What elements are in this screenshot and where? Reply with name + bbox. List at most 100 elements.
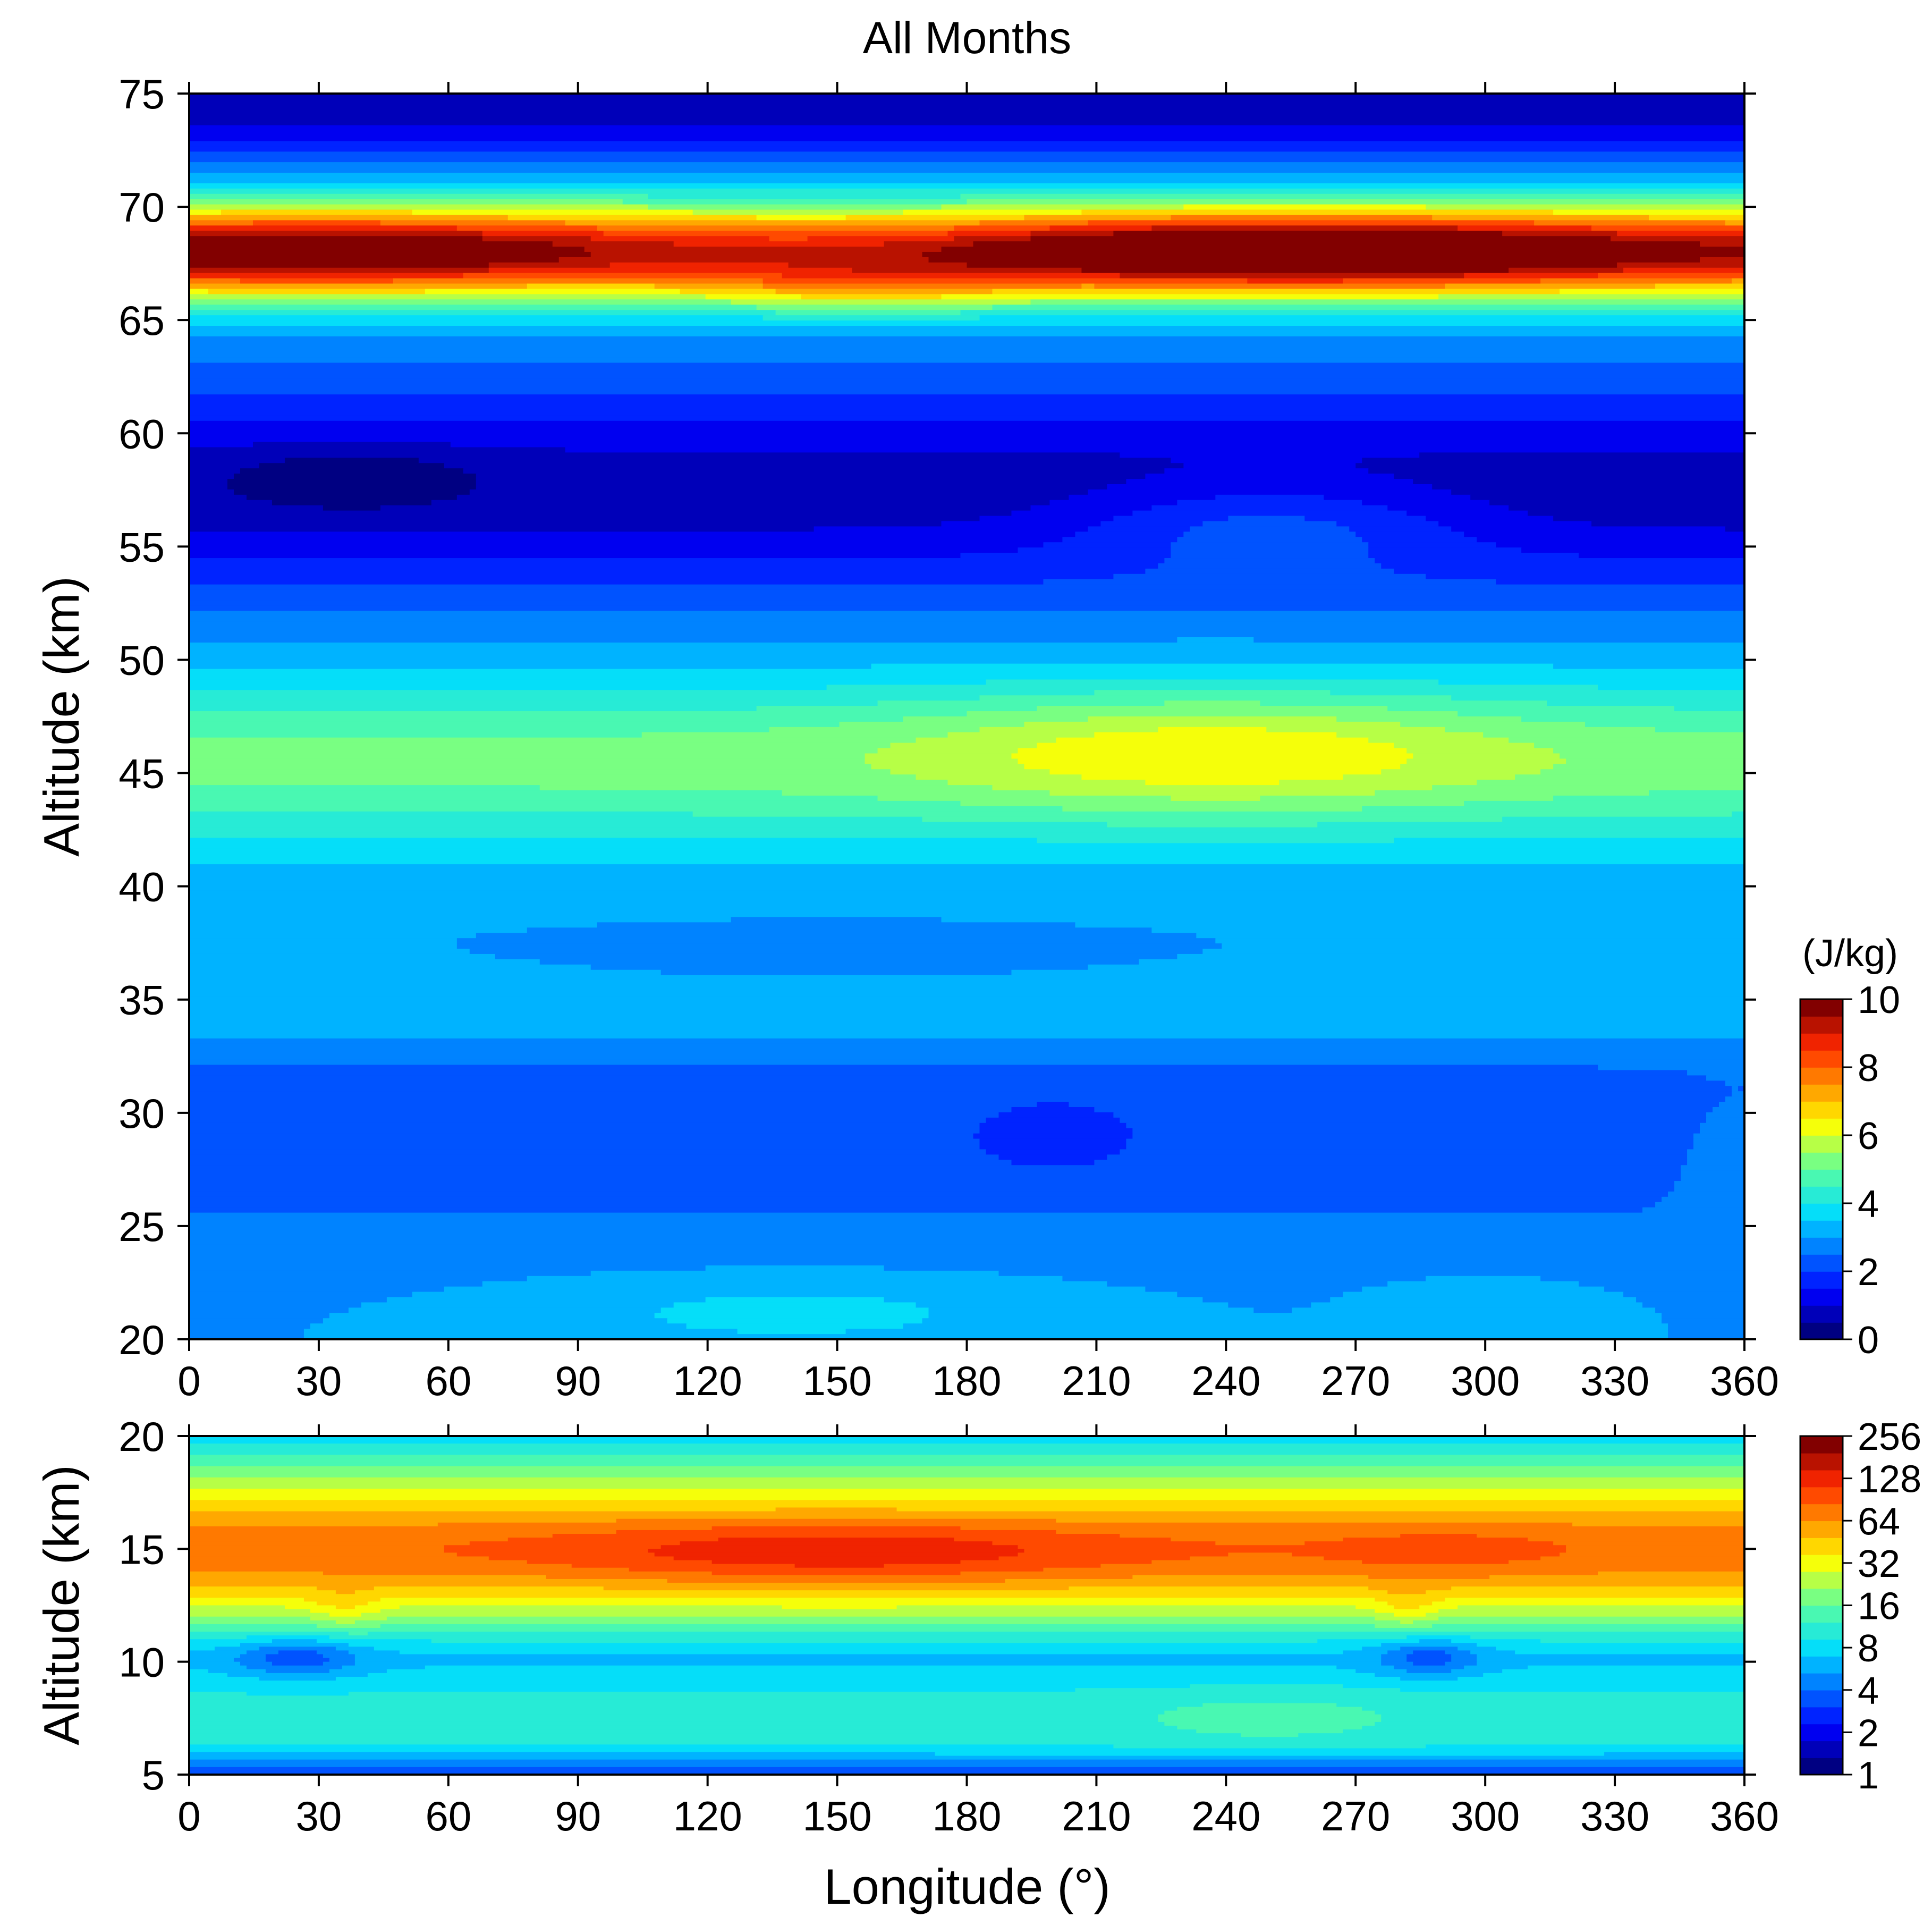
contour-cell — [967, 199, 1744, 205]
contour-cell — [1190, 1556, 1325, 1561]
contour-cell — [189, 1733, 1242, 1738]
contour-cell — [1426, 204, 1744, 210]
contour-cell — [189, 663, 872, 670]
contour-cell — [189, 1017, 1744, 1023]
contour-cell — [1247, 278, 1344, 284]
contour-cell — [323, 1661, 355, 1666]
contour-cell — [1509, 505, 1744, 511]
contour-cell — [189, 611, 1744, 617]
contour-cell — [189, 1462, 1744, 1467]
y-tick-label: 5 — [142, 1752, 165, 1799]
contour-cell — [189, 669, 1744, 675]
contour-cell — [1483, 732, 1744, 738]
contour-cell — [960, 1571, 1598, 1576]
contour-cell — [1362, 1725, 1744, 1730]
contour-cell — [1394, 474, 1744, 479]
contour-cell — [189, 1695, 1744, 1700]
contour-cell — [189, 854, 1744, 859]
contour-cell — [1451, 1658, 1477, 1662]
contour-cell — [1604, 1752, 1744, 1757]
contour-cell — [979, 1128, 1133, 1134]
contour-cell — [871, 764, 1025, 770]
contour-cell — [1375, 1673, 1484, 1677]
contour-cell — [884, 1564, 1101, 1568]
contour-cell — [1451, 1669, 1503, 1674]
colorbar-tick-label: 256 — [1858, 1416, 1921, 1458]
contour-cell — [189, 1329, 304, 1335]
colorbar-swatch — [1800, 1186, 1843, 1204]
contour-cell — [189, 1605, 285, 1610]
contour-cell — [1336, 1665, 1395, 1670]
contour-cell — [233, 1658, 266, 1662]
contour-cell — [386, 1297, 706, 1303]
contour-cell — [1183, 463, 1357, 469]
x-tick-label: 240 — [1191, 1793, 1260, 1839]
contour-cell — [189, 225, 457, 232]
contour-cell — [1509, 737, 1744, 744]
contour-cell — [1113, 1112, 1707, 1118]
contour-cell — [189, 1752, 936, 1757]
contour-cell — [361, 1612, 1395, 1617]
contour-cell — [189, 447, 566, 453]
contour-cell — [960, 1526, 1744, 1531]
contour-cell — [896, 1605, 1357, 1610]
contour-cell — [189, 1594, 1744, 1599]
contour-cell — [1113, 1744, 1427, 1749]
contour-cell — [1598, 685, 1744, 691]
contour-cell — [1700, 1128, 1744, 1134]
y-tick-label: 15 — [118, 1526, 165, 1573]
contour-cell — [189, 949, 470, 955]
contour-cell — [552, 1534, 1121, 1538]
contour-cell — [979, 1144, 1127, 1150]
x-tick-label: 330 — [1580, 1357, 1649, 1404]
contour-cell — [1662, 1318, 1744, 1324]
contour-cell — [189, 114, 1744, 121]
contour-cell — [967, 262, 1617, 268]
contour-cell — [189, 172, 1744, 179]
contour-cell — [884, 241, 974, 247]
contour-cell — [1107, 822, 1318, 828]
contour-cell — [1266, 727, 1445, 733]
contour-cell — [1426, 573, 1744, 580]
contour-cell — [807, 236, 955, 242]
contour-cell — [189, 178, 1744, 184]
contour-cell — [1279, 780, 1477, 786]
contour-cell — [1477, 537, 1744, 543]
contour-cell — [1406, 1654, 1452, 1659]
x-tick-label: 150 — [803, 1793, 872, 1839]
contour-cell — [1732, 1091, 1744, 1097]
contour-cell — [1579, 553, 1744, 559]
contour-cell — [1464, 1665, 1528, 1670]
contour-cell — [1215, 938, 1744, 944]
contour-cell — [189, 1466, 1744, 1471]
contour-cell — [711, 1560, 961, 1565]
contour-cell — [189, 331, 1744, 337]
contour-cell — [189, 1070, 1688, 1076]
contour-cell — [444, 1286, 1146, 1293]
contour-cell — [1145, 780, 1280, 786]
contour-cell — [877, 795, 1172, 801]
contour-cell — [941, 521, 1101, 527]
contour-cell — [705, 294, 802, 300]
contour-cell — [189, 1616, 311, 1621]
contour-cell — [877, 748, 1019, 754]
contour-cell — [1502, 816, 1744, 823]
contour-cell — [1043, 1567, 1744, 1572]
contour-cell — [189, 922, 598, 928]
top-contour-field — [189, 94, 1744, 1339]
contour-cell — [425, 289, 681, 295]
contour-cell — [1202, 1703, 1337, 1708]
contour-cell — [756, 215, 846, 221]
contour-cell — [1081, 774, 1344, 780]
contour-cell — [1451, 1639, 1541, 1644]
contour-cell — [1018, 748, 1408, 754]
contour-cell — [1011, 969, 1744, 976]
contour-cell — [1687, 1149, 1744, 1155]
contour-cell — [941, 247, 1744, 252]
contour-cell — [189, 384, 1744, 390]
contour-cell — [189, 558, 1165, 564]
contour-cell — [1177, 1707, 1363, 1711]
contour-cell — [1100, 521, 1204, 527]
contour-cell — [189, 985, 1744, 992]
